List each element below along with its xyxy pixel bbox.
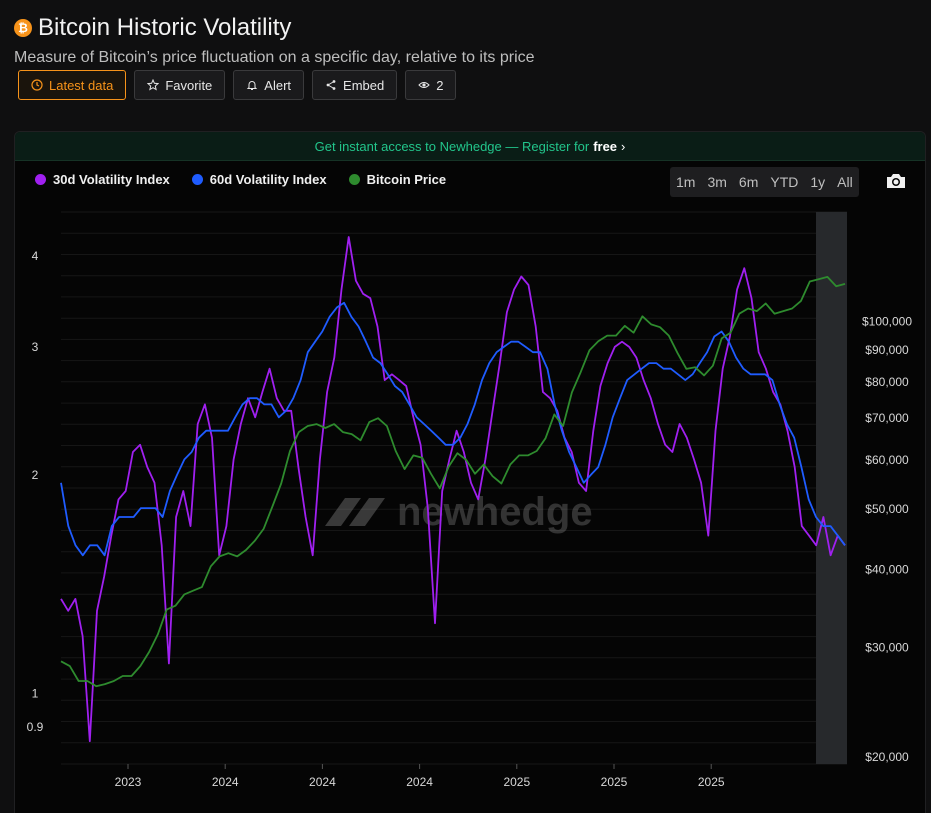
right-tick-label: $30,000 xyxy=(865,640,909,654)
banner-free: free xyxy=(593,138,618,154)
share-icon xyxy=(326,80,336,90)
x-tick-label: 2025 xyxy=(698,775,725,789)
grid-lines xyxy=(61,211,847,765)
newhedge-watermark: newhedge xyxy=(325,490,593,534)
x-axis-ticks: 2023 2024 2024 2024 2025 2025 2025 xyxy=(115,764,725,789)
alert-button[interactable]: Alert xyxy=(233,70,305,100)
x-tick-label: 2025 xyxy=(503,775,530,789)
series-line-price xyxy=(60,275,846,688)
x-tick-label: 2024 xyxy=(406,775,433,789)
bitcoin-icon: ₿ xyxy=(14,19,32,37)
legend-item-vol60[interactable]: 60d Volatility Index xyxy=(191,172,327,187)
legend-label-vol60: 60d Volatility Index xyxy=(209,172,327,187)
embed-label: Embed xyxy=(343,77,385,93)
chart-canvas: newhedge 0.9 1 2 3 4 $20,000 $30,000 $40,000 $5… xyxy=(27,211,912,789)
chart-legend: 30d Volatility Index 60d Volatility Inde… xyxy=(35,172,446,187)
page-subtitle: Measure of Bitcoin’s price fluctuation o… xyxy=(14,49,535,66)
legend-dot-vol30 xyxy=(35,174,46,185)
range-1m[interactable]: 1m xyxy=(676,174,696,190)
left-tick-label: 3 xyxy=(32,340,39,354)
legend-label-price: Bitcoin Price xyxy=(366,172,447,187)
newhedge-logo-icon xyxy=(325,498,385,526)
range-ytd[interactable]: YTD xyxy=(770,174,799,190)
legend-dot-vol60 xyxy=(191,174,203,185)
series-lines xyxy=(60,236,846,743)
alert-label: Alert xyxy=(264,77,292,93)
legend-dot-price xyxy=(348,174,360,185)
views-count: 2 xyxy=(436,77,444,93)
left-tick-label: 2 xyxy=(32,468,39,482)
right-tick-label: $40,000 xyxy=(865,563,909,577)
right-tick-label: $80,000 xyxy=(865,375,909,389)
title-row: ₿ Bitcoin Historic Volatility xyxy=(14,14,291,42)
right-tick-label: $70,000 xyxy=(865,411,909,425)
right-tick-label: $60,000 xyxy=(865,453,909,467)
legend-label-vol30: 30d Volatility Index xyxy=(53,172,170,187)
range-3m[interactable]: 3m xyxy=(707,174,727,190)
left-tick-label: 4 xyxy=(32,249,39,263)
embed-button[interactable]: Embed xyxy=(312,70,398,100)
range-all[interactable]: All xyxy=(837,174,853,190)
left-axis-ticks: 0.9 1 2 3 4 xyxy=(27,249,44,734)
page-title: Bitcoin Historic Volatility xyxy=(38,14,292,41)
right-tick-label: $20,000 xyxy=(865,750,909,764)
register-banner[interactable]: Get instant access to Newhedge — Registe… xyxy=(15,132,925,161)
range-selector: 1m 3m 6m YTD 1y All xyxy=(670,167,859,197)
chart-panel: Get instant access to Newhedge — Registe… xyxy=(14,131,926,813)
left-tick-label: 0.9 xyxy=(27,720,44,734)
views-button[interactable]: 2 xyxy=(405,70,457,100)
right-tick-label: $90,000 xyxy=(865,343,909,357)
x-tick-label: 2025 xyxy=(601,775,628,789)
favorite-button[interactable]: Favorite xyxy=(134,70,226,100)
right-tick-label: $50,000 xyxy=(865,502,909,516)
right-tick-label: $100,000 xyxy=(862,315,912,329)
x-tick-label: 2024 xyxy=(309,775,336,789)
right-axis-ticks: $20,000 $30,000 $40,000 $50,000 $60,000 $70,0… xyxy=(862,315,912,765)
latest-period-shade xyxy=(816,212,847,764)
x-tick-label: 2024 xyxy=(212,775,239,789)
x-tick-label: 2023 xyxy=(115,775,142,789)
eye-icon xyxy=(418,82,430,88)
favorite-label: Favorite xyxy=(165,77,213,93)
banner-text: Get instant access to Newhedge — Registe… xyxy=(314,138,590,154)
left-tick-label: 1 xyxy=(32,687,39,701)
range-6m[interactable]: 6m xyxy=(738,174,759,190)
latest-data-label: Latest data xyxy=(49,77,114,93)
star-icon xyxy=(147,79,160,91)
legend-item-price[interactable]: Bitcoin Price xyxy=(348,172,447,187)
series-line-vol60 xyxy=(60,301,846,557)
chevron-right-icon: › xyxy=(621,138,626,154)
camera-icon[interactable] xyxy=(885,172,907,190)
action-bar: Latest data Favorite Alert Embed 2 xyxy=(18,70,457,100)
latest-data-button[interactable]: Latest data xyxy=(18,70,127,100)
clock-icon xyxy=(31,79,43,91)
range-1y[interactable]: 1y xyxy=(810,174,826,190)
bell-icon xyxy=(247,81,258,90)
legend-item-vol30[interactable]: 30d Volatility Index xyxy=(35,172,170,187)
